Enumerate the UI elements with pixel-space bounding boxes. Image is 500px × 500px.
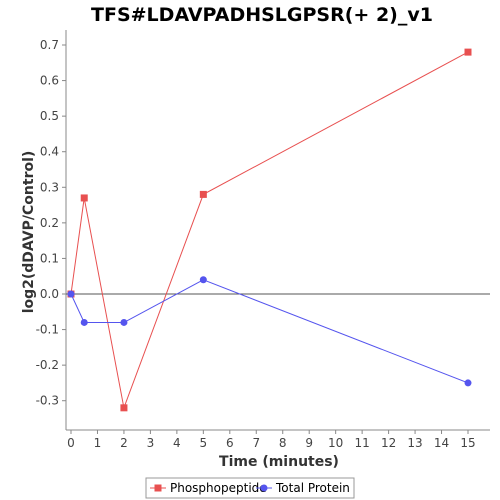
x-tick-label: 5	[200, 436, 208, 450]
legend: Phosphopeptide Total Protein	[145, 477, 355, 499]
x-tick-label: 15	[460, 436, 475, 450]
series-line-1	[70, 51, 469, 410]
x-tick-label: 14	[434, 436, 449, 450]
y-axis-label: log2(dDAVP/Control)	[21, 151, 37, 314]
y-tick-label: 0.1	[40, 251, 59, 265]
x-axis-label: Time (minutes)	[219, 454, 339, 470]
y-tick-label: 0.0	[40, 287, 59, 301]
data-point	[464, 379, 472, 387]
y-tick-label: 0.3	[40, 180, 59, 194]
y-tick-label: 0.4	[40, 145, 59, 159]
series-line-2	[70, 279, 469, 384]
x-tick-label: 3	[147, 436, 155, 450]
x-tick-label: 1	[94, 436, 102, 450]
x-tick-label: 8	[279, 436, 287, 450]
y-tick-label: 0.6	[40, 74, 59, 88]
x-tick-label: 0	[67, 436, 75, 450]
data-point	[464, 48, 472, 56]
legend-label: Phosphopeptide	[170, 481, 267, 495]
x-tick-label: 4	[173, 436, 181, 450]
data-point	[80, 318, 88, 326]
chart-title: TFS#LDAVPADHSLGPSR(+ 2)_v1	[91, 4, 433, 26]
y-tick-label: 0.7	[40, 38, 59, 52]
legend-marker	[154, 484, 162, 492]
x-tick-label: 10	[328, 436, 343, 450]
legend-marker	[260, 484, 268, 492]
y-tick-label: 0.5	[40, 109, 59, 123]
x-tick-label: 7	[252, 436, 260, 450]
x-tick-label: 12	[381, 436, 396, 450]
y-tick-label: -0.2	[36, 358, 59, 372]
plot-area: -0.3-0.2-0.10.00.10.20.30.40.50.60.70 1 2 3…	[36, 30, 490, 450]
x-tick-label: 11	[354, 436, 369, 450]
data-point	[120, 318, 128, 326]
x-tick-label: 9	[305, 436, 313, 450]
legend-label: Total Protein	[275, 481, 350, 495]
x-tick-label: 13	[407, 436, 422, 450]
data-point	[80, 194, 88, 202]
legend-box	[145, 477, 355, 499]
x-tick-label: 2	[120, 436, 128, 450]
x-tick-label: 6	[226, 436, 234, 450]
data-point	[199, 276, 207, 284]
y-tick-label: -0.1	[36, 323, 59, 337]
y-tick-label: -0.3	[36, 394, 59, 408]
data-point	[120, 404, 128, 412]
data-point	[67, 290, 75, 298]
y-tick-label: 0.2	[40, 216, 59, 230]
data-point	[199, 190, 207, 198]
